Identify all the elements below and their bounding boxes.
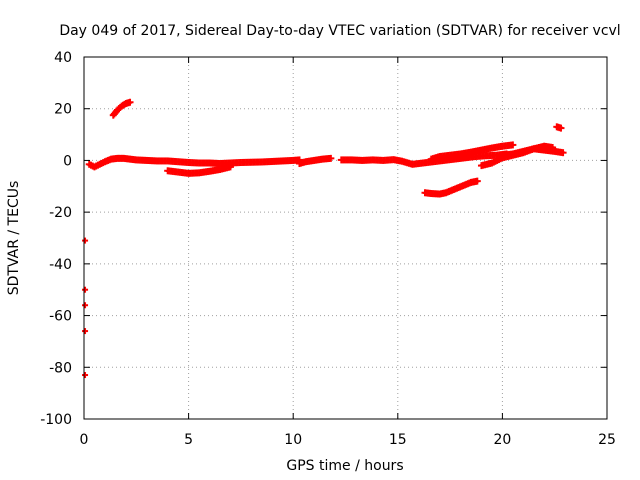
x-tick-label: 0 xyxy=(80,432,89,448)
y-tick-label: -60 xyxy=(49,309,72,325)
axis-ticks xyxy=(83,56,608,420)
data-point xyxy=(473,177,481,185)
y-tick-label: 40 xyxy=(54,50,72,66)
data-point xyxy=(509,141,517,149)
data-point xyxy=(559,149,567,157)
y-axis-label: SDTVAR / TECUs xyxy=(6,181,22,296)
y-tick-label: -40 xyxy=(49,257,72,273)
y-tick-label: -80 xyxy=(49,360,72,376)
data-point xyxy=(126,98,134,106)
y-tick-label: -20 xyxy=(49,205,72,221)
x-tick-label: 15 xyxy=(389,432,407,448)
chart-title: Day 049 of 2017, Sidereal Day-to-day VTE… xyxy=(59,23,620,39)
grid xyxy=(84,57,607,419)
x-axis-label: GPS time / hours xyxy=(286,458,403,474)
data-point xyxy=(82,302,89,309)
data-points xyxy=(82,98,567,379)
x-tick-label: 25 xyxy=(598,432,616,448)
plot-frame xyxy=(83,56,608,420)
tick-labels: -100 -80 -60 -40 -20 0 20 40 0 5 10 15 20 25 xyxy=(40,50,616,448)
data-point xyxy=(82,372,89,379)
data-point xyxy=(82,286,89,293)
data-point xyxy=(549,144,557,151)
y-tick-label: 20 xyxy=(54,102,72,118)
x-tick-label: 10 xyxy=(284,432,302,448)
data-point xyxy=(82,237,89,244)
data-point xyxy=(82,328,89,335)
data-point xyxy=(327,154,335,162)
data-point xyxy=(557,124,565,132)
x-tick-label: 20 xyxy=(493,432,511,448)
y-tick-label: -100 xyxy=(40,412,72,428)
x-tick-label: 5 xyxy=(184,432,193,448)
data-point xyxy=(226,163,234,171)
y-tick-label: 0 xyxy=(63,153,72,169)
